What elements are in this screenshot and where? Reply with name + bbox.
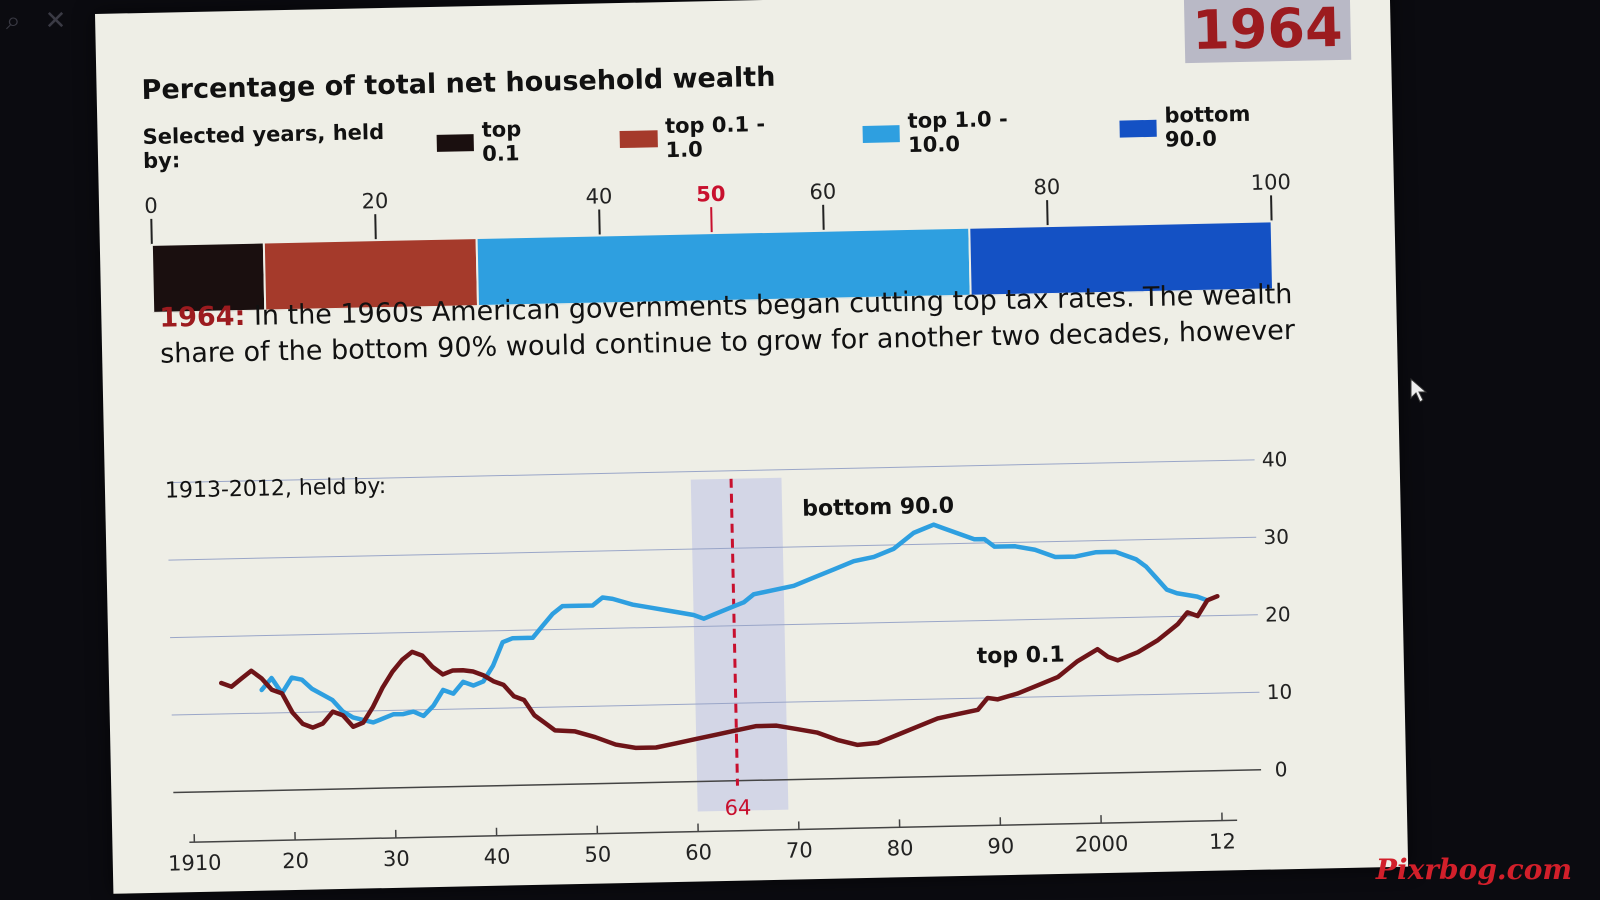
x-tick-label: 90 (987, 834, 1014, 859)
bar-axis-tick (1046, 200, 1049, 227)
series-annotation: bottom 90.0 (802, 494, 954, 522)
series-annotation: top 0.1 (976, 642, 1065, 669)
legend-swatch (862, 124, 901, 143)
x-tick-label: 80 (886, 836, 913, 861)
y-tick-label: 10 (1266, 680, 1292, 705)
series-line (259, 522, 1210, 725)
x-tick-label: 50 (584, 842, 611, 867)
x-axis-line (189, 819, 1238, 843)
x-tick-label: 30 (383, 847, 410, 872)
bar-axis-tick (1270, 195, 1273, 222)
highlight-marker-label: 64 (724, 795, 751, 820)
bar-axis-tick-label: 20 (361, 189, 388, 214)
gridline (168, 536, 1257, 561)
bar-axis-tick-label: 80 (1033, 175, 1060, 200)
bar-segment (968, 220, 1275, 297)
highlight-band (690, 477, 789, 812)
gridline (166, 459, 1255, 484)
screen-corner-icons: ⌕ ✕ (6, 6, 90, 37)
watermark: Pixrbog.com (1375, 853, 1572, 886)
x-tick-label: 60 (685, 840, 712, 865)
bar-axis-tick-label: 40 (585, 184, 612, 209)
x-tick-label: 12 (1209, 829, 1236, 854)
y-tick-label: 0 (1274, 757, 1287, 781)
bar-axis-tick (598, 209, 601, 236)
highlight-marker-line (729, 478, 739, 786)
bar-axis-tick (374, 214, 377, 241)
bar-axis-tick-label: 0 (144, 194, 158, 218)
year-badge: 1964 (1183, 0, 1352, 64)
x-tick-label: 2000 (1075, 832, 1129, 857)
y-tick-label: 30 (1263, 525, 1289, 550)
bar-axis-tick (150, 218, 153, 245)
gridline (173, 768, 1262, 794)
bar-axis-tick (710, 207, 713, 234)
caption-year: 1964: (159, 300, 246, 334)
x-tick-label: 1910 (168, 851, 222, 876)
close-icon: ✕ (44, 6, 67, 36)
gridline (171, 691, 1260, 716)
series-line (218, 593, 1220, 751)
legend-swatch (436, 133, 475, 152)
line-chart: 0 10 20 30 40 1910 20 30 40 50 60 70 80 90 2000 12 64 bot… (165, 447, 1293, 876)
chart-title: Percentage of total net household wealth (141, 61, 776, 107)
x-tick-label: 20 (282, 849, 309, 874)
bar-axis-tick-label: 100 (1250, 170, 1291, 195)
chart-card: 1964 Percentage of total net household w… (95, 0, 1409, 894)
gridline (170, 614, 1258, 639)
x-tick-label: 40 (483, 844, 510, 869)
mouse-cursor-icon (1410, 378, 1428, 403)
x-tick-label: 70 (786, 838, 813, 863)
stacked-bar-chart: 0 20 40 50 60 80 100 (144, 170, 1291, 314)
legend-swatch (619, 129, 658, 148)
bar-axis-tick-label: 60 (809, 180, 836, 205)
legend-swatch (1119, 119, 1157, 138)
line-chart-subtitle: 1913-2012, held by: (165, 474, 387, 504)
bar-axis-tick-label: 50 (696, 182, 726, 207)
y-tick-label: 40 (1262, 447, 1288, 472)
bar-axis-tick (822, 204, 825, 231)
y-tick-label: 20 (1265, 602, 1291, 627)
search-icon: ⌕ (6, 6, 21, 36)
